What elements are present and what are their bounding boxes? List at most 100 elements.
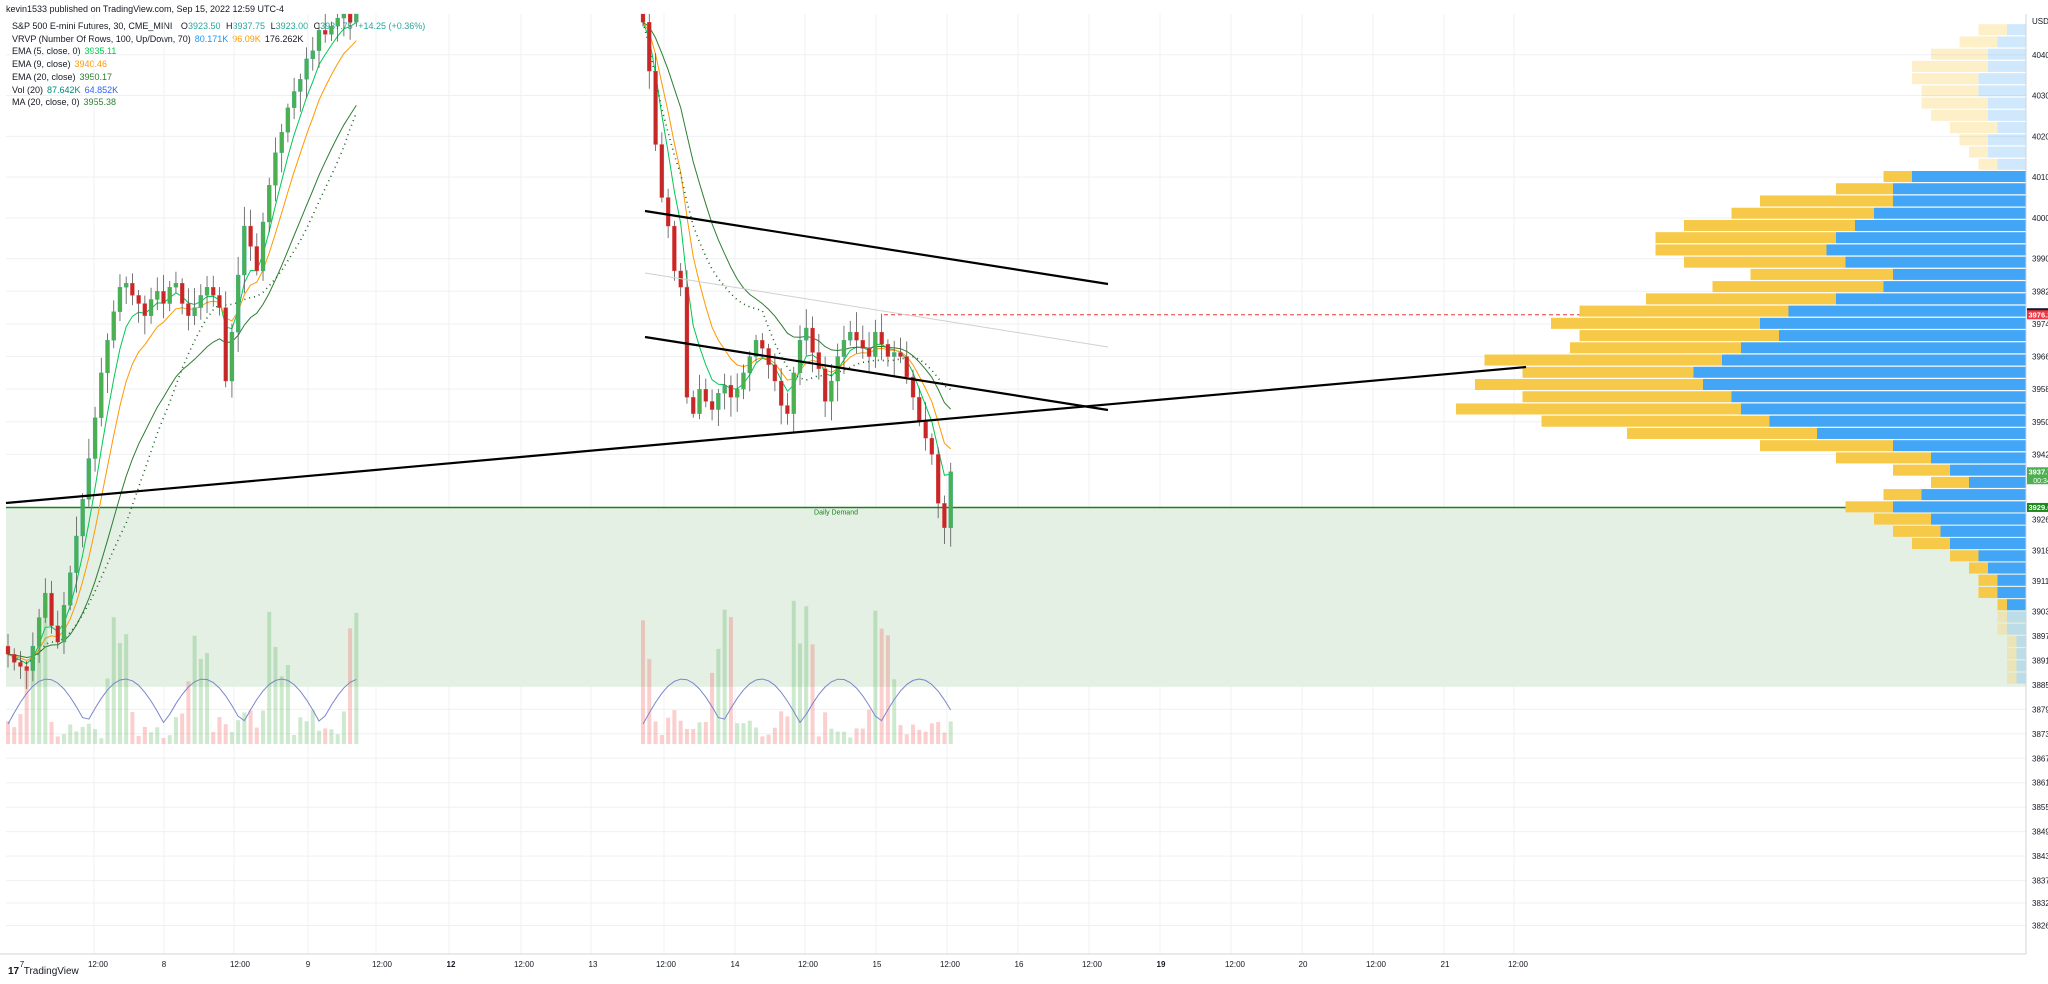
candle	[735, 389, 740, 398]
candle	[161, 291, 166, 304]
vp-down-bar	[1579, 305, 1789, 317]
candle	[323, 30, 328, 35]
candle	[30, 645, 36, 671]
volume-bar	[666, 717, 671, 744]
volume-bar	[923, 731, 928, 744]
vp-down-bar	[1931, 109, 1988, 121]
vp-up-bar	[1731, 391, 2026, 403]
volume-bar	[779, 711, 784, 744]
volume-bar	[248, 710, 253, 744]
volume-bar	[760, 736, 765, 744]
vp-down-bar	[1978, 586, 1998, 599]
vp-up-bar	[1969, 476, 2026, 488]
price-tag-text: 3929.00	[2028, 503, 2048, 512]
volume-bar	[142, 726, 147, 744]
ohlc-low: 3923.00	[275, 21, 309, 31]
volume-bar	[948, 721, 953, 744]
volume-bar	[691, 728, 696, 744]
ohlc-close-label: C	[313, 21, 321, 31]
legend-row[interactable]: MA (20, close, 0) 3955.38	[12, 96, 425, 109]
candle	[347, 13, 353, 23]
volume-bar	[710, 672, 715, 744]
legend-label: MA (20, close, 0)	[12, 97, 80, 108]
volume-bar	[885, 635, 890, 744]
volume-bar	[860, 728, 865, 744]
candle	[304, 58, 309, 80]
price-tick-label: 3849.50	[2032, 828, 2048, 837]
ohlc-low-label: L	[270, 21, 276, 31]
volume-bar	[43, 603, 48, 744]
candle	[18, 662, 23, 667]
vp-up-bar	[2016, 635, 2026, 647]
candle	[716, 393, 721, 410]
time-tick-label: 16	[1015, 960, 1024, 969]
candle	[142, 303, 147, 316]
legend-row[interactable]: EMA (9, close) 3940.46	[12, 58, 425, 71]
volume-bar	[105, 678, 110, 744]
price-tick-label: 3832.00	[2032, 899, 2048, 908]
vp-down-bar	[1950, 550, 1979, 562]
support-trendline	[5, 365, 1527, 505]
ema9-line	[642, 21, 952, 450]
volume-bar	[722, 609, 727, 744]
candle	[148, 299, 154, 316]
candle	[841, 340, 847, 357]
legend-value: 64.852K	[84, 84, 119, 95]
vp-down-bar	[2007, 660, 2017, 672]
vp-down-bar	[1627, 427, 1817, 439]
vp-down-bar	[1883, 489, 1922, 501]
vp-down-bar	[1997, 599, 2007, 611]
vp-down-bar	[1655, 244, 1827, 256]
volume-bar	[766, 734, 771, 744]
legend-label: Vol (20)	[12, 84, 44, 95]
vp-up-bar	[1741, 342, 2026, 354]
candle	[703, 389, 708, 402]
vp-down-bar	[1655, 232, 1836, 244]
vp-down-bar	[1912, 73, 1979, 85]
price-tag-text: 3937.75	[2028, 468, 2048, 477]
candle	[180, 283, 185, 304]
price-change: +14.25 (+0.36%)	[358, 21, 426, 31]
volume-bar	[728, 617, 733, 744]
volume-bar	[217, 717, 222, 744]
vp-up-bar	[1997, 158, 2026, 170]
legend-row[interactable]: Vol (20) 87.642K 64.852K	[12, 84, 425, 97]
vp-up-bar	[1779, 330, 2026, 342]
vp-down-bar	[2007, 635, 2017, 647]
vp-down-bar	[1456, 403, 1741, 415]
candle	[223, 307, 228, 382]
candle	[186, 303, 191, 316]
price-tick-label: 4020.00	[2032, 132, 2048, 141]
vp-down-bar	[1978, 24, 2007, 36]
time-tick-label: 12:00	[1082, 960, 1103, 969]
vp-up-bar	[1836, 232, 2026, 244]
tradingview-logo[interactable]: 17 TradingView	[8, 966, 79, 977]
volume-bar	[167, 735, 172, 744]
publisher-line: kevin1533 published on TradingView.com, …	[6, 4, 285, 14]
legend-row[interactable]: EMA (5, close, 0) 3935.11	[12, 45, 425, 58]
vp-up-bar	[1950, 538, 2026, 550]
candle	[136, 295, 141, 304]
vp-up-bar	[1769, 415, 2026, 427]
candle	[198, 295, 203, 308]
vp-down-bar	[1760, 440, 1893, 452]
legend-value: 96.09K	[232, 33, 261, 44]
time-tick-label: 9	[306, 960, 311, 969]
price-tick-label: 4030.00	[2032, 92, 2048, 101]
candle	[92, 417, 98, 459]
candle	[192, 307, 197, 316]
candle	[816, 352, 821, 369]
candle	[248, 225, 253, 247]
price-tick-label: 3867.50	[2032, 754, 2048, 763]
vp-down-bar	[1893, 525, 1941, 537]
vp-up-bar	[1788, 305, 2026, 317]
price-tick-label: 3826.50	[2032, 921, 2048, 930]
price-tag	[2027, 502, 2048, 512]
volume-bar	[205, 652, 210, 744]
vp-up-bar	[1893, 440, 2026, 452]
legend-row[interactable]: VRVP (Number Of Rows, 100, Up/Down, 70) 8…	[12, 33, 425, 46]
candle	[55, 625, 60, 643]
candle	[665, 197, 671, 227]
legend-row[interactable]: EMA (20, close) 3950.17	[12, 71, 425, 84]
